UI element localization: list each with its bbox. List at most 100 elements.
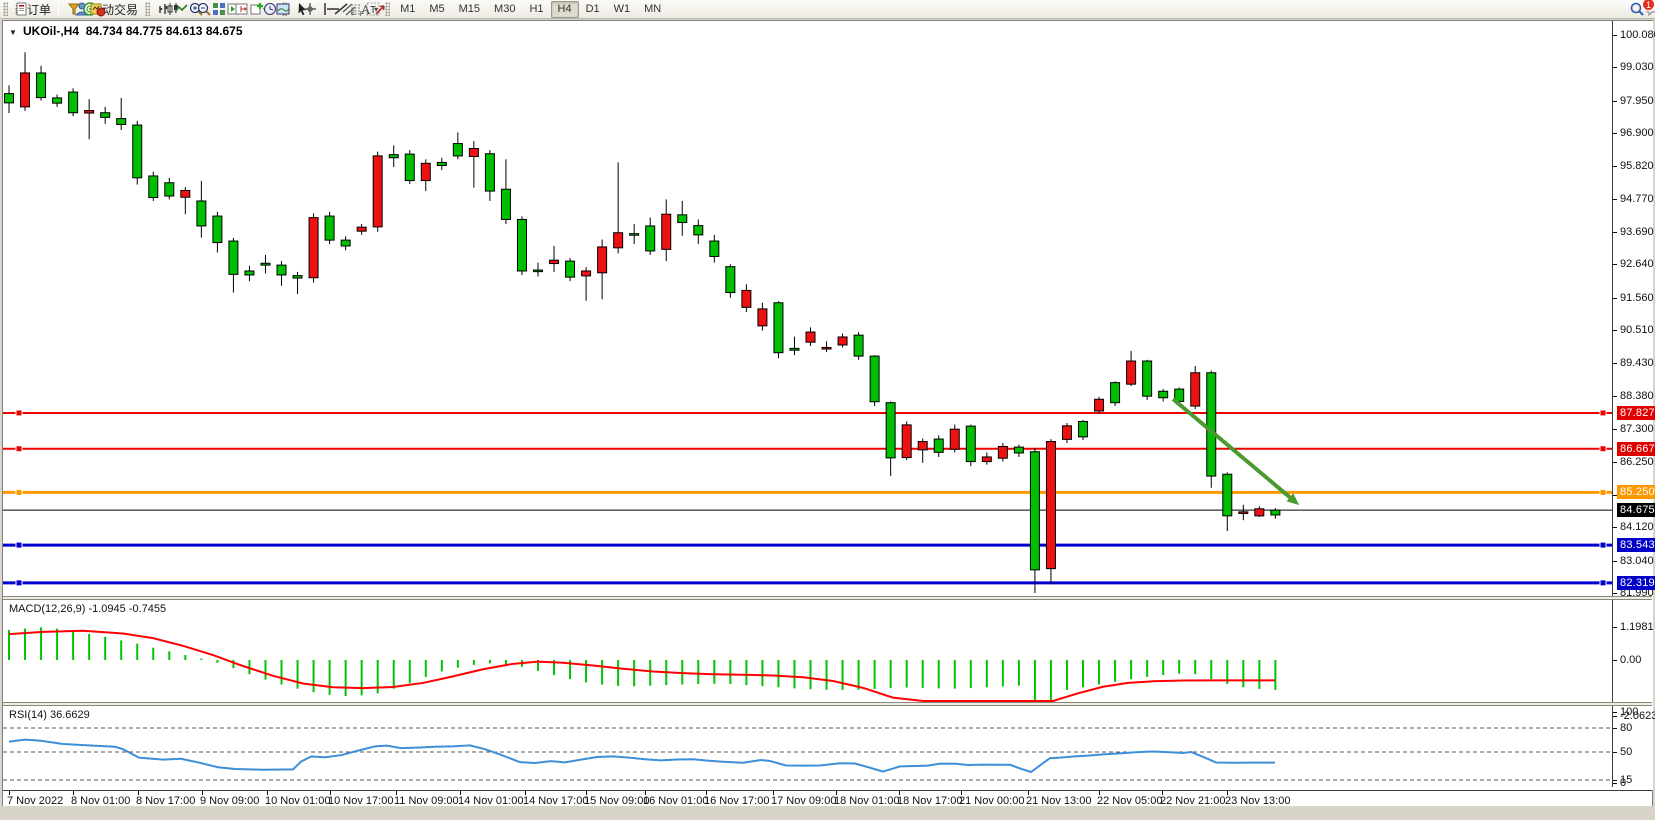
candle-body <box>452 143 463 157</box>
period-button[interactable]: ▾ <box>258 1 277 18</box>
timeframe-d1-button[interactable]: D1 <box>579 1 607 18</box>
timeframe-h4-button[interactable]: H4 <box>550 0 579 18</box>
candle-body <box>1094 398 1105 412</box>
new-order-button[interactable]: 新订单 <box>11 1 55 18</box>
trendline-button[interactable] <box>329 1 348 18</box>
zoomout <box>197 2 211 16</box>
macd-axis-label: 0.00 <box>1620 654 1642 666</box>
chart-window: ▼ UKOil-,H4 84.734 84.775 84.613 84.675 … <box>2 20 1655 807</box>
chart-funnel-icon[interactable] <box>62 1 81 18</box>
timeframe-mn-button[interactable]: MN <box>637 1 668 18</box>
chart-shift-button[interactable] <box>230 1 248 18</box>
tile-windows-button[interactable] <box>207 1 226 18</box>
timeframe-m1-button[interactable]: M1 <box>393 1 422 18</box>
candle-body <box>837 336 848 346</box>
timeframe-m30-button[interactable]: M30 <box>487 1 522 18</box>
price-tick-label: 93.690 <box>1620 226 1654 239</box>
dropdown-caret-icon[interactable]: ▾ <box>374 4 379 14</box>
time-tick <box>899 791 900 795</box>
time-label: 10 Nov 01:00 <box>265 795 331 807</box>
time-tick <box>1028 791 1029 795</box>
candle-body <box>388 154 399 159</box>
time-label: 16 Nov 17:00 <box>704 795 770 807</box>
horizontal-line-button[interactable] <box>321 1 340 18</box>
panel-splitter[interactable] <box>3 596 1652 600</box>
textA: A <box>361 2 371 17</box>
line-chart-button[interactable] <box>169 1 188 18</box>
zoom-in-button[interactable] <box>184 1 203 18</box>
axis-tick <box>1613 100 1617 102</box>
time-axis[interactable]: 7 Nov 2022 8 Nov 01:00 8 Nov 17:00 9 Nov 09… <box>3 790 1652 807</box>
candle-body <box>324 215 335 241</box>
candle-body <box>20 72 31 108</box>
timeframe-m15-button[interactable]: M15 <box>452 1 487 18</box>
one-click-trading-toggle[interactable]: ▼ <box>9 28 17 37</box>
price-badge-83.543: 83.543 <box>1617 538 1655 553</box>
candle-body <box>84 110 95 114</box>
notifications-chat-button[interactable]: 1 <box>1641 0 1655 18</box>
panel-splitter[interactable] <box>3 702 1652 706</box>
hline-handle[interactable] <box>1599 445 1607 453</box>
crosshair-button[interactable] <box>298 1 317 18</box>
candle-body <box>356 226 367 232</box>
timeframe-m5-button[interactable]: M5 <box>422 1 451 18</box>
timeframe-w1-button[interactable]: W1 <box>607 1 638 18</box>
timeframe-label: M1 <box>400 3 416 15</box>
cursor-button[interactable] <box>290 1 307 18</box>
macd-indicator-panel[interactable] <box>3 602 1612 702</box>
candle-body <box>1190 372 1201 407</box>
timeframe-h1-button[interactable]: H1 <box>522 1 550 18</box>
toolbar-grip[interactable] <box>385 2 391 16</box>
timeframe-label: M30 <box>494 3 516 15</box>
text-label-button[interactable]: T <box>361 1 380 18</box>
new-chart-button[interactable]: ▾ <box>245 1 264 18</box>
rsi-axis-label: 15 <box>1620 774 1633 786</box>
fibonacci-button[interactable]: F <box>345 1 364 18</box>
linechart <box>174 4 188 13</box>
arrows-button[interactable]: ▾ <box>369 1 385 18</box>
candle-body <box>404 153 415 182</box>
candle-body <box>436 161 447 166</box>
candle-body <box>1078 420 1089 438</box>
hline-handle[interactable] <box>1599 579 1607 587</box>
toolbar-grip[interactable] <box>145 2 151 16</box>
candle-body <box>549 259 560 265</box>
candle-body <box>901 424 912 459</box>
zoom-out-button[interactable] <box>192 1 211 18</box>
template <box>276 3 290 15</box>
hline-handle[interactable] <box>1599 541 1607 549</box>
text-button[interactable]: A <box>353 1 371 18</box>
trend-arrow-head[interactable] <box>1286 493 1299 505</box>
axis-tick <box>1613 133 1617 135</box>
time-tick <box>1099 791 1100 795</box>
axis-tick <box>1613 752 1617 753</box>
vline <box>324 3 326 15</box>
vertical-line-button[interactable] <box>313 1 326 18</box>
templates-button[interactable] <box>271 1 290 18</box>
bar-chart-button[interactable] <box>153 1 171 18</box>
rsi-indicator-panel[interactable] <box>3 708 1612 790</box>
hline-handle[interactable] <box>1599 409 1607 417</box>
price-axis[interactable]: 100.080 99.030 97.950 96.900 95.820 94.770 93.… <box>1613 21 1655 790</box>
price-badge-84.675: 84.675 <box>1617 503 1655 518</box>
hline-handle[interactable] <box>15 541 23 549</box>
hline-handle[interactable] <box>15 579 23 587</box>
trend-arrow-line[interactable] <box>1171 397 1293 501</box>
candle-body <box>597 246 608 274</box>
timeframe-label: D1 <box>585 3 600 15</box>
main-price-chart[interactable] <box>3 21 1612 596</box>
svg-text:A: A <box>361 2 371 17</box>
search-button[interactable] <box>1625 1 1644 18</box>
hline-handle[interactable] <box>15 445 23 453</box>
hline <box>327 8 340 10</box>
equidistant-channel-button[interactable]: E <box>337 1 356 18</box>
autotrading-button[interactable]: 自动交易 <box>86 1 142 18</box>
hline-handle[interactable] <box>15 488 23 496</box>
hline-handle[interactable] <box>1599 488 1607 496</box>
hline-handle[interactable] <box>15 409 23 417</box>
toolbar-grip[interactable] <box>3 2 8 16</box>
axis-tick <box>1613 35 1617 36</box>
candle-body <box>1174 388 1185 402</box>
candle-body <box>372 155 383 228</box>
